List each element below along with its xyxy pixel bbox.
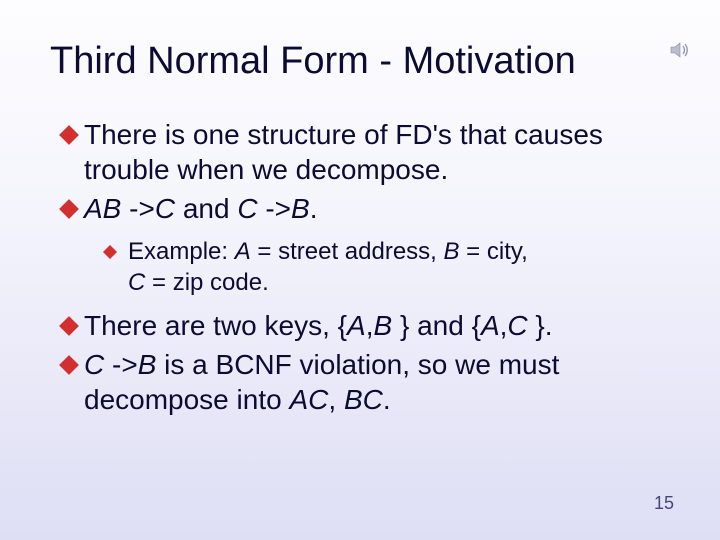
text-run: C bbox=[237, 193, 257, 224]
text-run: -> bbox=[104, 349, 137, 380]
text-run: There are two keys, { bbox=[84, 310, 347, 341]
text-run: A bbox=[235, 238, 251, 265]
text-run: -> bbox=[258, 193, 291, 224]
text-run: = zip code. bbox=[145, 269, 268, 296]
text-run: B bbox=[444, 238, 460, 265]
text-run: and bbox=[175, 193, 237, 224]
text-run: Example: bbox=[128, 238, 235, 265]
slide-title: Third Normal Form - Motivation bbox=[50, 40, 670, 83]
bullet-item: There is one structure of FD's that caus… bbox=[58, 117, 670, 187]
bullet-text: C ->B is a BCNF violation, so we must de… bbox=[84, 347, 670, 417]
bullet-item: There are two keys, {A,B } and {A,C }. bbox=[58, 308, 670, 343]
text-run: AB bbox=[84, 193, 121, 224]
bullet-text: AB ->C and C ->B. bbox=[84, 191, 670, 226]
text-run: C bbox=[155, 193, 175, 224]
text-run: C bbox=[507, 310, 527, 341]
text-run: BC bbox=[344, 384, 383, 415]
diamond-bullet-icon bbox=[58, 315, 80, 337]
text-run: -> bbox=[121, 193, 154, 224]
text-run: A bbox=[481, 310, 500, 341]
bullet-text: Example: A = street address, B = city, C… bbox=[128, 236, 670, 298]
text-run: }. bbox=[528, 310, 553, 341]
speaker-icon bbox=[668, 38, 692, 62]
page-number: 15 bbox=[654, 493, 674, 514]
bullet-item: AB ->C and C ->B. bbox=[58, 191, 670, 226]
diamond-bullet-icon bbox=[102, 244, 118, 260]
bullet-list: There is one structure of FD's that caus… bbox=[50, 117, 670, 417]
diamond-bullet-icon bbox=[58, 354, 80, 376]
text-run: = city, bbox=[460, 238, 528, 265]
text-run: . bbox=[310, 193, 318, 224]
text-run: B bbox=[291, 193, 310, 224]
diamond-bullet-icon bbox=[58, 124, 80, 146]
sub-bullet-item: Example: A = street address, B = city, C… bbox=[102, 236, 670, 298]
text-run: B bbox=[373, 310, 392, 341]
text-run: C bbox=[128, 269, 145, 296]
text-run: = street address, bbox=[251, 238, 444, 265]
text-run: A bbox=[347, 310, 366, 341]
diamond-bullet-icon bbox=[58, 198, 80, 220]
text-run: . bbox=[383, 384, 391, 415]
text-run: } and { bbox=[392, 310, 481, 341]
text-run: C bbox=[84, 349, 104, 380]
bullet-item: C ->B is a BCNF violation, so we must de… bbox=[58, 347, 670, 417]
text-run: B bbox=[138, 349, 157, 380]
text-run: There is one structure of FD's that caus… bbox=[84, 119, 603, 185]
bullet-text: There is one structure of FD's that caus… bbox=[84, 117, 670, 187]
text-run: AC bbox=[289, 384, 328, 415]
slide: Third Normal Form - Motivation There is … bbox=[0, 0, 720, 540]
text-run: , bbox=[328, 384, 344, 415]
bullet-text: There are two keys, {A,B } and {A,C }. bbox=[84, 308, 670, 343]
